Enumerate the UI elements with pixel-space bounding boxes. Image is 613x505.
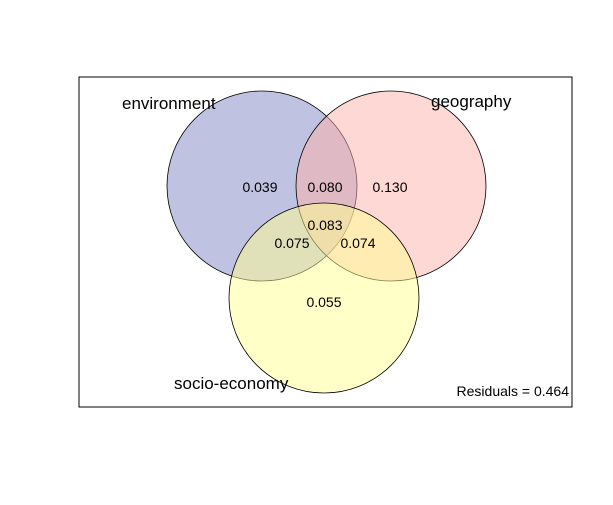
environment-label: environment — [122, 94, 216, 113]
environment-socio-value: 0.075 — [274, 235, 309, 251]
socio-economy-label: socio-economy — [174, 374, 289, 393]
environment-only-value: 0.039 — [242, 179, 277, 195]
geography-only-value: 0.130 — [372, 179, 407, 195]
socio-only-value: 0.055 — [306, 294, 341, 310]
geography-socio-value: 0.074 — [340, 235, 375, 251]
socio-economy-circle — [228, 202, 420, 394]
all-three-value: 0.083 — [307, 217, 342, 233]
environment-geography-value: 0.080 — [307, 179, 342, 195]
residuals-label: Residuals = 0.464 — [457, 383, 570, 399]
geography-label: geography — [431, 92, 512, 111]
